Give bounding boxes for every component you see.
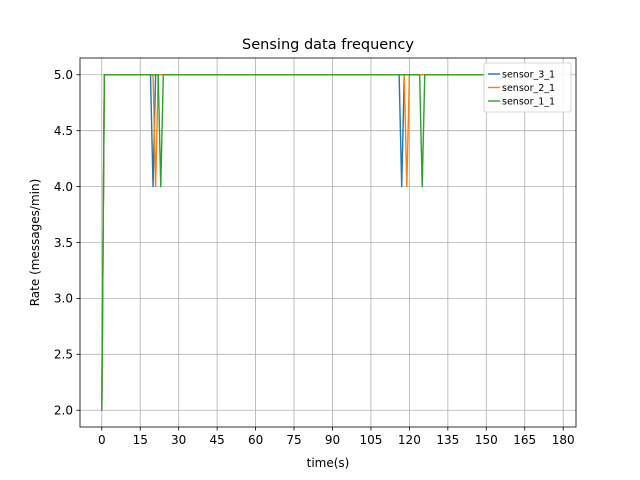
y-tick-label: 2.0 bbox=[54, 404, 73, 418]
chart-title: Sensing data frequency bbox=[242, 37, 414, 53]
legend-frame bbox=[483, 62, 572, 113]
y-tick-label: 2.5 bbox=[54, 348, 73, 362]
x-tick-label: 75 bbox=[286, 433, 301, 447]
y-axis: 2.0 2.5 3.0 3.5 4.0 4.5 5.0 bbox=[54, 68, 80, 418]
x-tick-label: 45 bbox=[209, 433, 224, 447]
legend-label: sensor_1_1 bbox=[502, 96, 555, 107]
legend-label: sensor_3_1 bbox=[502, 69, 555, 80]
y-tick-label: 3.0 bbox=[54, 292, 73, 306]
x-tick-label: 135 bbox=[436, 433, 459, 447]
series-line-sensor-1-1 bbox=[101, 74, 487, 411]
legend-label: sensor_2_1 bbox=[502, 83, 555, 94]
legend: sensor_3_1 sensor_2_1 sensor_1_1 bbox=[483, 62, 572, 113]
x-tick-label: 150 bbox=[475, 433, 498, 447]
x-tick-label: 105 bbox=[359, 433, 382, 447]
x-tick-label: 15 bbox=[133, 433, 148, 447]
series-lines bbox=[101, 74, 487, 411]
x-tick-label: 30 bbox=[171, 433, 186, 447]
x-axis-label: time(s) bbox=[307, 456, 350, 470]
y-tick-label: 4.5 bbox=[54, 124, 73, 138]
grid bbox=[80, 58, 576, 427]
x-tick-label: 0 bbox=[98, 433, 106, 447]
x-axis: 0 15 30 45 60 75 90 105 120 135 150 165 180 bbox=[98, 427, 575, 447]
x-tick-label: 60 bbox=[248, 433, 263, 447]
y-tick-label: 5.0 bbox=[54, 68, 73, 82]
y-tick-label: 3.5 bbox=[54, 236, 73, 250]
x-tick-label: 165 bbox=[513, 433, 536, 447]
x-tick-label: 90 bbox=[325, 433, 340, 447]
x-tick-label: 180 bbox=[552, 433, 575, 447]
x-tick-label: 120 bbox=[398, 433, 421, 447]
y-tick-label: 4.0 bbox=[54, 180, 73, 194]
y-axis-label: Rate (messages/min) bbox=[28, 179, 42, 307]
